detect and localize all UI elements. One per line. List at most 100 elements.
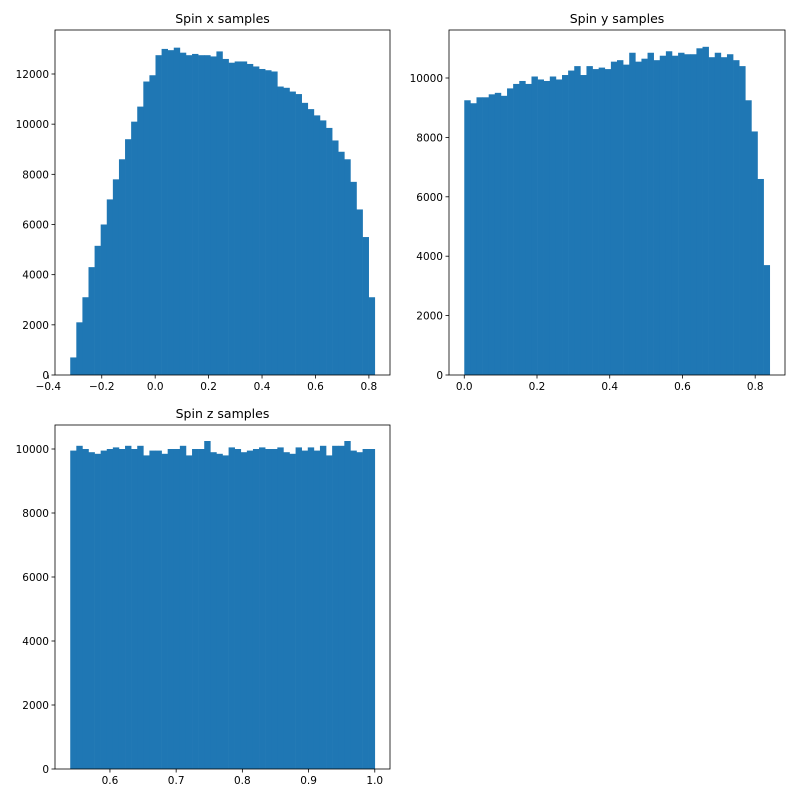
histogram-bar [362,449,369,769]
histogram-bar [252,449,260,769]
histogram-bar [531,76,538,375]
histogram-bar [204,55,211,375]
histogram-bar [252,66,260,376]
histogram-bar [751,131,758,375]
histogram-bar [118,449,126,769]
histogram-bar [470,103,477,376]
histogram-bar [592,69,599,375]
histogram-bar [228,447,235,769]
histogram-bar [344,159,351,375]
axes-frame [448,29,786,376]
histogram-bar [610,61,618,375]
histogram-bar [307,447,315,769]
y-tick-label: 10000 [16,119,49,131]
y-tick-label: 12000 [16,69,49,81]
y-tick-label: 6000 [22,219,49,231]
histogram-bar [210,452,217,769]
y-tick-label: 8000 [22,508,49,520]
histogram-bar [192,53,199,375]
histogram-bar [319,445,327,769]
histogram-bar [356,209,363,375]
axes-frame [54,424,391,770]
axes-frame [54,29,391,376]
histogram-bar [94,453,101,769]
histogram-bar [155,450,162,769]
histogram-bar [326,127,333,375]
chart-title: Spin x samples [175,11,270,26]
x-tick-label: 0.6 [102,775,119,787]
x-tick-label: 0.8 [234,775,251,787]
histogram-bar [307,109,315,375]
histogram-bar [586,66,593,376]
y-tick-label: 4000 [416,251,443,263]
histogram-bar [112,447,120,769]
histogram-bar [155,55,162,375]
x-tick-label: 0.2 [529,381,546,393]
histogram-bar [100,224,108,375]
histogram-bar [332,445,339,769]
histogram-bar [653,60,661,375]
y-tick-label: 2000 [22,320,49,332]
histogram-bar [192,449,199,769]
histogram-bar [173,449,181,769]
y-tick-label: 10000 [410,73,443,85]
x-tick-label: 0.4 [254,381,271,393]
histogram-bar [76,445,83,769]
histogram-bar [356,452,363,769]
histogram-bar [562,75,569,376]
histogram-bar [623,64,630,376]
histogram-bar [283,87,290,376]
histogram-bar [106,449,114,769]
x-tick-label: 0.4 [601,381,618,393]
x-tick-label: 0.6 [307,381,324,393]
histogram-bar [143,81,150,376]
x-tick-label: 0.0 [147,381,164,393]
histogram-bar [222,455,229,769]
histogram-bar [259,447,266,769]
x-tick-label: 0.2 [200,381,217,393]
histogram-bar [118,159,126,375]
histogram-bar [149,450,156,769]
y-tick-label: 6000 [22,572,49,584]
histogram-bar [88,452,95,769]
histogram-bar [678,52,685,375]
histogram-bar [265,70,272,375]
histogram-bar [216,51,223,375]
x-tick-label: 0.8 [747,381,764,393]
histogram-bar [295,447,302,769]
histogram-bar [246,63,254,376]
histogram-bar [185,455,193,769]
x-tick-label: 0.8 [361,381,378,393]
histogram-bar [598,67,606,376]
histogram-bar [112,179,120,375]
histogram-bar [94,245,101,375]
histogram-bar [259,68,266,376]
histogram-bar [271,71,278,376]
histogram-bar [635,61,642,375]
histogram-bar [350,450,357,769]
y-tick-label: 4000 [22,636,49,648]
histogram-bar [143,455,150,769]
histogram-bar [647,52,654,375]
histogram-bar [125,139,132,375]
histogram-bar [726,54,734,376]
histogram-bar [326,455,333,769]
histogram-bar [537,79,544,375]
histogram-bar [216,453,223,769]
histogram-bar [277,86,284,376]
histogram-bar [757,178,764,375]
histogram-bar [513,83,520,376]
histogram-bar [179,52,187,375]
histogram-bar [500,95,508,376]
y-tick-label: 8000 [416,132,443,144]
histogram-bar [696,48,703,375]
histogram-bar [684,54,691,376]
histogram-bar [733,60,740,375]
histogram-bar [641,58,648,375]
histogram-bar [476,97,483,375]
histogram-bar [283,452,290,769]
histogram-bar [149,75,156,375]
histogram-bar [629,52,636,375]
histogram-bar [568,70,575,375]
